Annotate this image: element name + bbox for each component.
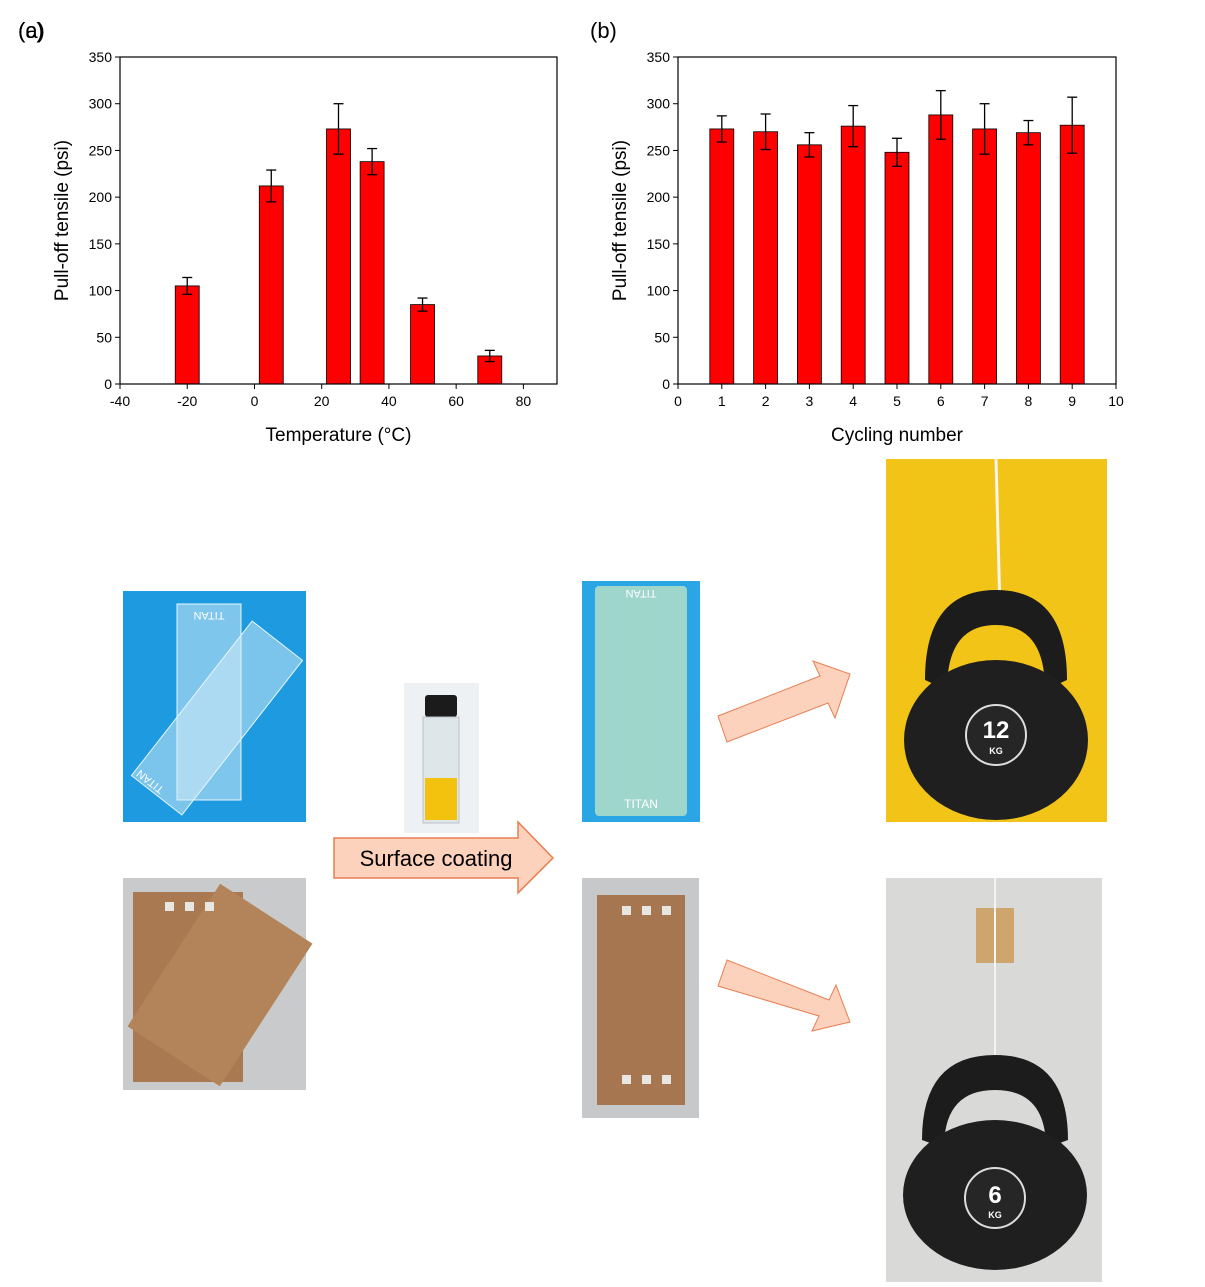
- plot-frame: [119, 56, 558, 385]
- panel-label: (a): [18, 18, 45, 43]
- weight-text: 12: [983, 717, 1010, 744]
- bar: [410, 304, 435, 385]
- bar: [359, 161, 385, 385]
- y-tick-label: 0: [104, 376, 112, 392]
- y-tick-label: 300: [647, 96, 671, 112]
- cardboard-holes: [622, 906, 671, 1084]
- x-tick-label: 1: [718, 393, 726, 409]
- y-tick-label: 150: [89, 236, 113, 252]
- vial-content: [425, 778, 457, 820]
- kettlebell-handle: [922, 1055, 1068, 1148]
- y-tick-label: 200: [647, 189, 671, 205]
- bar: [972, 128, 997, 385]
- cardboard: [127, 883, 313, 1087]
- x-axis-title: Cycling number: [831, 425, 964, 446]
- y-tick-label: 350: [647, 49, 671, 65]
- slide-text: TITAN: [624, 797, 658, 811]
- vial-cap: [425, 695, 457, 717]
- y-tick-label: 50: [96, 329, 112, 345]
- kettlebell-handle: [925, 590, 1067, 690]
- y-tick-label: 200: [89, 189, 113, 205]
- cardboard: [597, 895, 685, 1105]
- result-arrow: [717, 959, 851, 1032]
- y-tick-label: 50: [654, 329, 670, 345]
- bar: [709, 128, 735, 385]
- weight-unit: KG: [988, 1210, 1002, 1220]
- y-tick-label: 100: [647, 283, 671, 299]
- process-arrow: [333, 820, 555, 895]
- x-tick-label: -40: [110, 393, 130, 409]
- bar: [840, 125, 866, 385]
- y-tick-label: 0: [662, 376, 670, 392]
- plot-frame: [677, 56, 1117, 385]
- x-tick-label: 4: [849, 393, 857, 409]
- result-arrow: [717, 660, 851, 743]
- bar: [326, 128, 351, 385]
- x-tick-label: 0: [251, 393, 259, 409]
- x-tick-label: 9: [1068, 393, 1076, 409]
- y-tick-label: 350: [89, 49, 113, 65]
- glass-slide: [130, 620, 304, 816]
- weight-unit: KG: [989, 746, 1003, 756]
- y-tick-label: 300: [89, 96, 113, 112]
- x-tick-label: 7: [981, 393, 989, 409]
- bar: [174, 285, 200, 385]
- x-tick-label: 40: [381, 393, 397, 409]
- panel-label: (b): [590, 18, 617, 43]
- slide-text: TITAN: [625, 587, 656, 599]
- x-tick-label: 5: [893, 393, 901, 409]
- x-tick-label: 2: [762, 393, 770, 409]
- y-tick-label: 250: [89, 142, 113, 158]
- bar: [1016, 132, 1041, 385]
- bar: [753, 131, 778, 385]
- bar: [884, 151, 910, 385]
- y-tick-label: 250: [647, 142, 671, 158]
- panel-label: (c): [18, 18, 44, 43]
- y-axis-title: Pull-off tensile (psi): [610, 140, 631, 301]
- y-axis-title: Pull-off tensile (psi): [52, 140, 73, 301]
- kettlebell-badge: [965, 704, 1027, 766]
- x-tick-label: 6: [937, 393, 945, 409]
- x-axis-title: Temperature (°C): [266, 425, 412, 446]
- x-tick-label: 10: [1108, 393, 1124, 409]
- kettlebell-badge: [964, 1167, 1026, 1229]
- bar: [797, 144, 822, 385]
- x-tick-label: 0: [674, 393, 682, 409]
- string: [994, 458, 1002, 611]
- x-tick-label: 3: [806, 393, 814, 409]
- coated-slide: [595, 586, 687, 816]
- cardboard-holes: [165, 902, 214, 911]
- arrow-text: Surface coating: [360, 846, 513, 871]
- x-tick-label: 60: [448, 393, 464, 409]
- bar: [1059, 124, 1085, 385]
- x-tick-label: 80: [516, 393, 532, 409]
- weight-text: 6: [988, 1182, 1001, 1209]
- x-tick-label: 8: [1025, 393, 1033, 409]
- x-tick-label: -20: [177, 393, 197, 409]
- x-tick-label: 20: [314, 393, 330, 409]
- y-tick-label: 150: [647, 236, 671, 252]
- bar: [258, 185, 284, 385]
- slide-text: TITAN: [193, 609, 224, 621]
- y-tick-label: 100: [89, 283, 113, 299]
- bar: [928, 114, 954, 385]
